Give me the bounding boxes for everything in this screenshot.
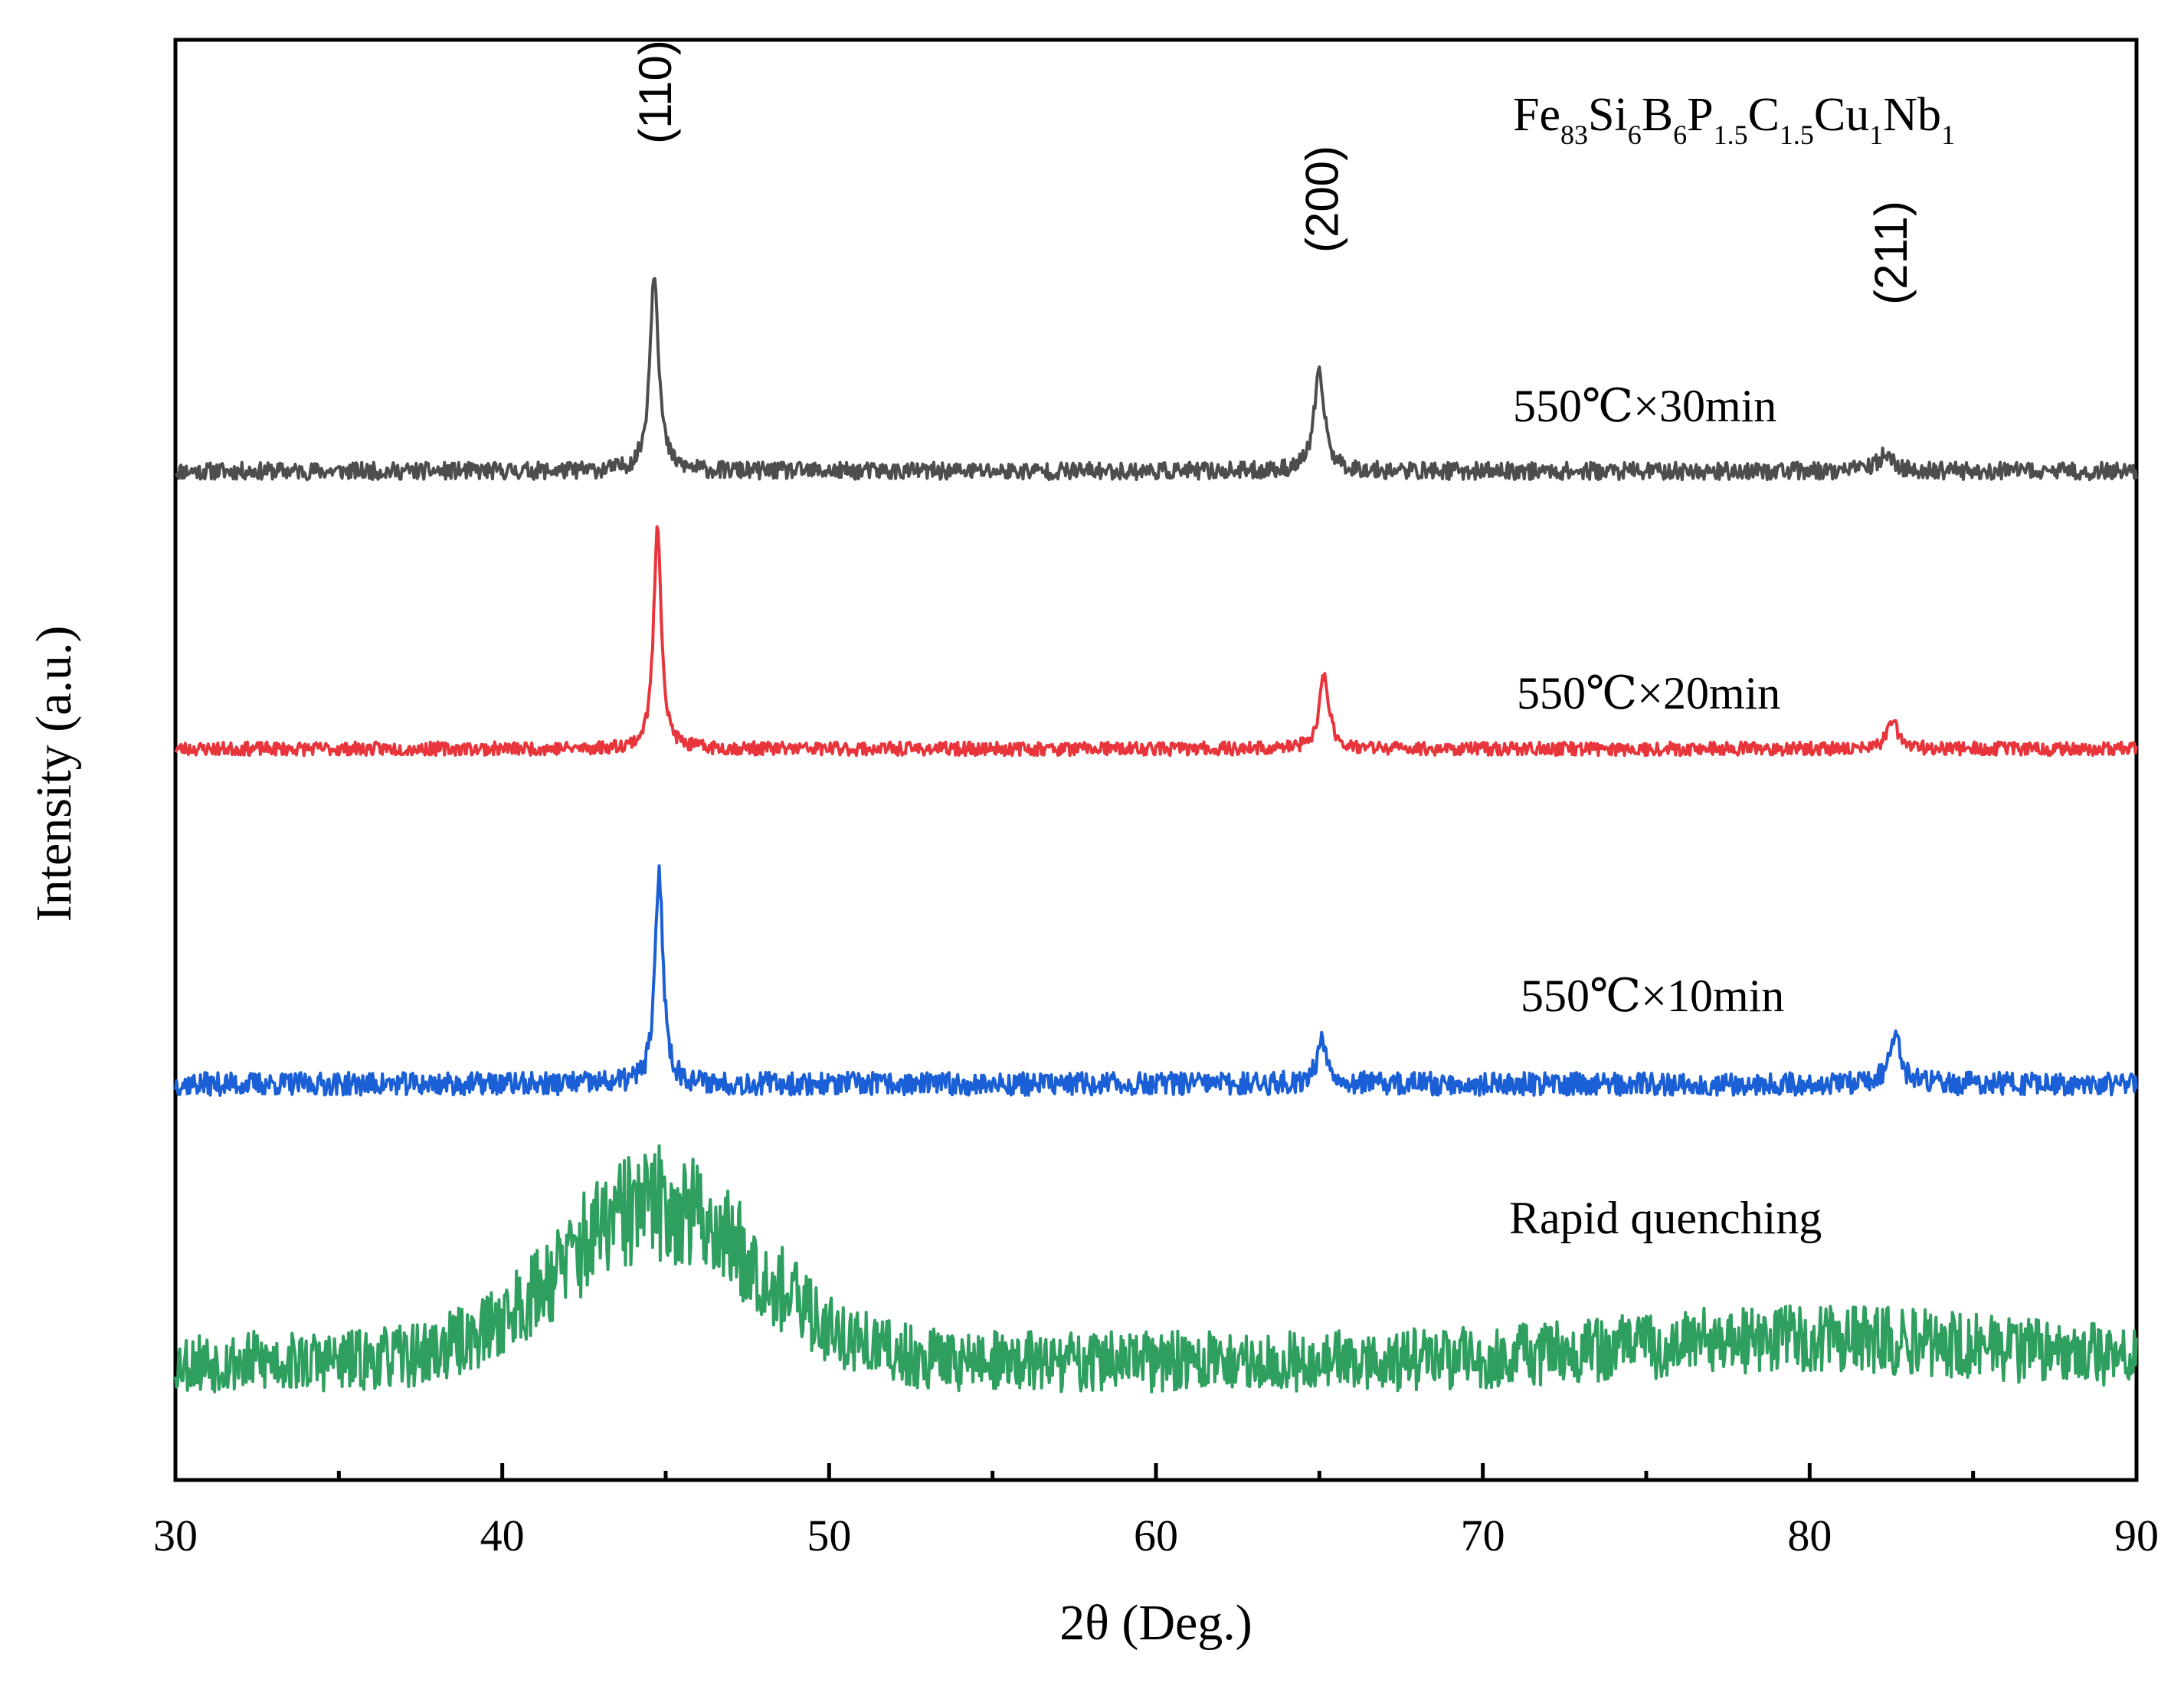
series-label-550-10min: 550℃×10min	[1521, 971, 1784, 1021]
formula-element: B	[1642, 89, 1673, 141]
plot-frame	[173, 38, 2139, 1482]
plot-area: 30 40 50 60 70 80 90	[153, 38, 2159, 1560]
formula-subscript: 1	[1941, 120, 1955, 150]
series-label-rapid-quenching: Rapid quenching	[1509, 1193, 1822, 1243]
formula-element: Si	[1588, 89, 1628, 141]
formula-element: P	[1687, 89, 1713, 141]
y-axis-title: Intensity (a.u.)	[26, 626, 82, 922]
x-tick-label: 50	[807, 1511, 851, 1560]
formula-element: Fe	[1513, 89, 1560, 141]
series-line-550-10min	[174, 864, 2138, 1097]
series-line-550-20min	[174, 525, 2138, 758]
series-labels: 550℃×30min 550℃×20min 550℃×10min Rapid quen…	[1509, 381, 1822, 1243]
formula-subscript: 1.5	[1714, 120, 1748, 150]
x-tick-label: 30	[153, 1511, 198, 1560]
series-label-550-20min: 550℃×20min	[1517, 668, 1780, 719]
formula-subscript: 83	[1560, 120, 1588, 150]
peak-label-211: (211)	[1865, 201, 1917, 305]
formula-subscript: 6	[1673, 120, 1687, 150]
x-tick-label: 70	[1461, 1511, 1505, 1560]
x-tick-label: 90	[2114, 1511, 2159, 1560]
series-line-550-30min	[175, 277, 2138, 482]
x-tick-label: 60	[1134, 1511, 1178, 1560]
formula-element: Cu	[1814, 89, 1869, 141]
formula-subscript: 1	[1869, 120, 1883, 150]
x-tick-label: 40	[480, 1511, 525, 1560]
formula-subscript: 1.5	[1780, 120, 1814, 150]
series-line-rapid-quenching	[174, 1144, 2138, 1393]
x-tick-label: 80	[1787, 1511, 1832, 1560]
series-layer	[174, 277, 2138, 1393]
composition-formula: Fe83Si6B6P1.5C1.5Cu1Nb1	[1513, 89, 1955, 150]
series-label-550-30min: 550℃×30min	[1513, 381, 1776, 431]
formula-element: Nb	[1883, 89, 1941, 141]
x-axis-ticks: 30 40 50 60 70 80 90	[153, 1463, 2159, 1560]
peak-label-110: (110)	[630, 40, 681, 144]
x-axis-title: 2θ (Deg.)	[1059, 1595, 1252, 1651]
peak-label-200: (200)	[1297, 146, 1348, 253]
peak-labels: (110) (200) (211)	[630, 40, 1917, 305]
formula-subscript: 6	[1628, 120, 1642, 150]
formula-element: C	[1748, 89, 1780, 141]
